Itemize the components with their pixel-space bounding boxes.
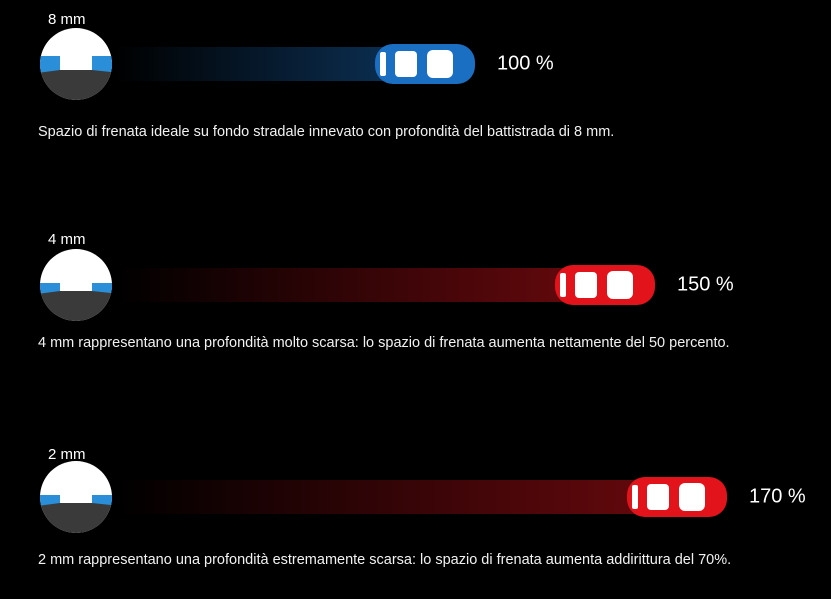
depth-label: 8 mm xyxy=(48,11,86,28)
depth-label: 4 mm xyxy=(48,231,86,248)
page: 8 mm 100 % 4 mm 150 % 2 mm 170 % Spazio di fr… xyxy=(0,0,831,599)
brake-bar xyxy=(115,477,727,517)
description: 2 mm rappresentano una profondità estrem… xyxy=(38,548,768,573)
value-label: 100 % xyxy=(497,52,554,74)
description: 4 mm rappresentano una profondità molto … xyxy=(38,331,768,356)
value-label: 170 % xyxy=(749,485,806,507)
value-label: 150 % xyxy=(677,273,734,295)
depth-label: 2 mm xyxy=(48,446,86,463)
description: Spazio di frenata ideale su fondo strada… xyxy=(38,120,768,145)
brake-bar xyxy=(115,44,475,84)
graphic: 8 mm 100 % 4 mm 150 % 2 mm 170 % xyxy=(0,0,831,599)
brake-bar xyxy=(115,265,655,305)
